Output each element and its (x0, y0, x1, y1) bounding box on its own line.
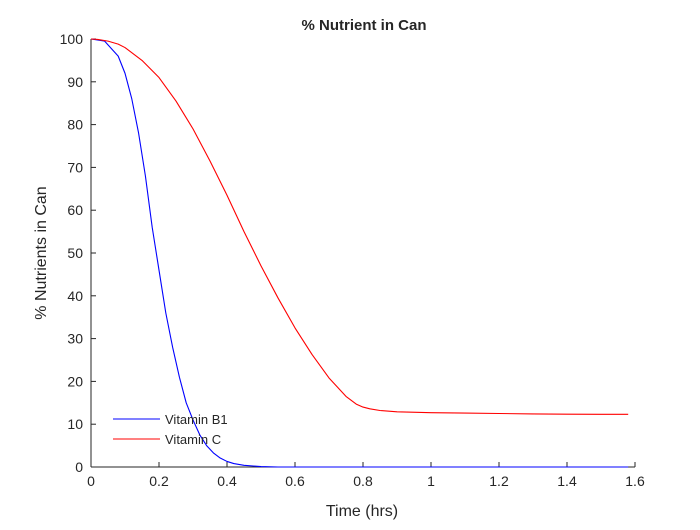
plot-area: 0 0.2 0.4 0.6 0.8 1 1.2 1.4 1.6 0 10 20 30 40 50 60 70 80… (60, 31, 645, 489)
y-tick-label: 100 (60, 31, 84, 47)
series-line-vitamin-b1 (90, 38, 629, 468)
x-tick-label: 0 (87, 473, 95, 489)
y-tick-label: 70 (67, 159, 83, 175)
y-tick-label: 90 (67, 74, 83, 90)
y-tick-label: 50 (67, 245, 83, 261)
chart-title: % Nutrient in Can (301, 17, 426, 34)
legend-label-vitamin-c: Vitamin C (165, 432, 221, 447)
x-tick-label: 1.6 (625, 473, 645, 489)
x-tick-label: 0.2 (149, 473, 169, 489)
y-axis-label: % Nutrients in Can (33, 186, 50, 319)
y-tick-label: 10 (67, 416, 83, 432)
y-tick-label: 30 (67, 331, 83, 347)
x-tick-label: 0.8 (353, 473, 373, 489)
x-tick-label: 1.4 (557, 473, 577, 489)
y-tick-label: 40 (67, 288, 83, 304)
legend-label-vitamin-b1: Vitamin B1 (165, 412, 228, 427)
y-tick-label: 80 (67, 117, 83, 133)
y-tick-label: 60 (67, 202, 83, 218)
x-tick-label: 0.6 (285, 473, 305, 489)
series-line-vitamin-c (90, 38, 629, 415)
x-tick-label: 1.2 (489, 473, 509, 489)
x-axis-label: Time (hrs) (326, 503, 398, 520)
y-tick-label: 0 (75, 459, 83, 475)
x-tick-label: 1 (427, 473, 435, 489)
y-tick-label: 20 (67, 373, 83, 389)
x-tick-label: 0.4 (217, 473, 237, 489)
